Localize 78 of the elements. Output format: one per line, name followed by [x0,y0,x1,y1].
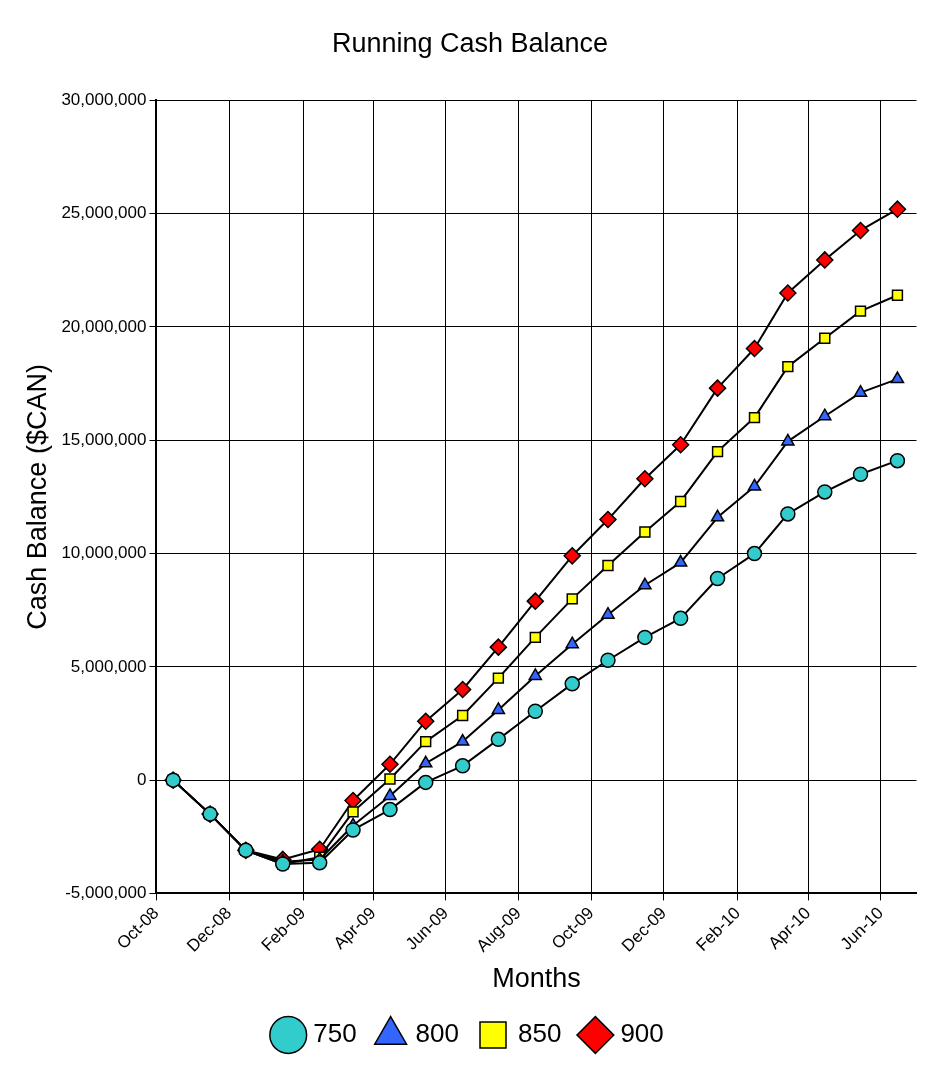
point [890,371,905,384]
legend-label: 850 [518,1018,562,1049]
point [564,676,580,692]
point [852,466,869,482]
point [382,801,398,818]
point [417,774,434,791]
point [674,495,687,508]
point [780,506,796,522]
point [781,433,795,446]
point [639,526,651,538]
point [819,332,831,344]
point [710,509,725,522]
point [891,289,904,301]
point [748,411,761,424]
x-axis-title: Months [492,963,581,994]
point [782,360,794,373]
point [490,731,507,748]
point [779,284,797,302]
point [455,733,470,746]
point [602,559,614,572]
y-tick-label: 20,000,000 [61,316,147,336]
legend-label: 800 [415,1018,460,1049]
legend-label: 900 [620,1018,664,1049]
y-tick-label: -5,000,000 [65,883,147,903]
y-tick-label: 25,000,000 [61,203,147,223]
point [745,339,764,358]
y-tick-label: 15,000,000 [61,429,147,449]
point [420,735,432,748]
point [817,484,833,500]
point [381,755,399,774]
point [889,452,906,469]
point [456,709,469,722]
point [383,788,397,801]
legend-label: 750 [313,1018,357,1049]
point [746,545,763,562]
point [600,652,616,669]
point [384,773,396,785]
point [671,436,690,454]
y-tick-label: 0 [137,769,147,789]
point [637,629,653,646]
point [347,806,359,818]
chart-title: Running Cash Balance [331,27,609,58]
point [311,855,328,871]
point [888,200,907,218]
point [492,672,505,684]
point [453,680,472,699]
point [526,592,545,610]
point [672,610,689,627]
point [816,251,834,269]
y-tick-label: 30,000,000 [61,90,147,110]
y-tick-label: 5,000,000 [70,656,147,676]
point [345,822,361,838]
point [747,478,762,491]
point [527,703,544,719]
point [418,755,433,768]
point [491,702,506,715]
y-tick-label: 10,000,000 [61,543,147,563]
y-axis-title: Cash Balance ($CAN) [21,364,52,630]
point [854,305,867,317]
point [601,606,615,619]
point [528,668,543,681]
point [636,470,654,488]
point [851,221,870,240]
point [709,570,726,587]
point [563,547,581,565]
point [853,384,868,397]
point [599,510,617,529]
point [529,631,541,644]
point [454,758,471,774]
point [565,636,580,649]
point [711,445,724,458]
point [566,593,578,605]
point [708,379,727,397]
point [638,577,652,590]
point [416,712,435,730]
point [489,638,508,656]
point [673,554,688,567]
point [817,408,832,421]
